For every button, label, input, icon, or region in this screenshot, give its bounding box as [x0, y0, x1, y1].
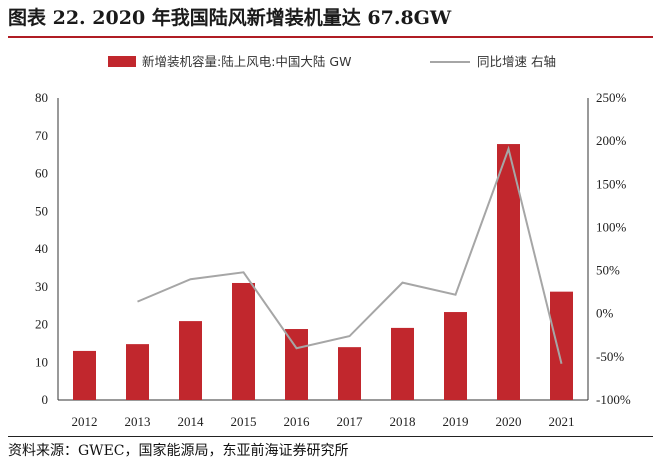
title-rule	[8, 36, 653, 38]
x-tick-label: 2012	[72, 414, 98, 429]
y-tick-label: 50	[35, 203, 48, 218]
bar	[73, 350, 96, 400]
y-tick-label: 80	[35, 90, 48, 105]
x-tick-label: 2015	[231, 414, 257, 429]
bar	[391, 327, 414, 400]
y2-tick-label: 0%	[596, 306, 614, 321]
y-tick-label: 0	[42, 392, 49, 407]
legend-label-line: 同比增速 右轴	[477, 54, 556, 69]
y-tick-label: 20	[35, 317, 48, 332]
x-tick-label: 2017	[337, 414, 364, 429]
source-rule	[8, 436, 653, 437]
figure-source: 资料来源：GWEC，国家能源局，东亚前海证券研究所	[8, 443, 349, 459]
legend: 新增装机容量:陆上风电:中国大陆 GW 同比增速 右轴	[108, 54, 556, 69]
bar	[285, 329, 308, 400]
x-tick-label: 2016	[284, 414, 311, 429]
bar	[232, 282, 255, 400]
x-tick-label: 2021	[549, 414, 575, 429]
bar	[338, 347, 361, 400]
bar	[550, 291, 573, 400]
x-tick-label: 2013	[125, 414, 151, 429]
y2-tick-label: 100%	[596, 219, 627, 234]
bar	[497, 144, 520, 400]
x-tick-label: 2020	[496, 414, 522, 429]
figure-title: 图表 22. 2020 年我国陆风新增装机量达 67.8GW	[8, 7, 452, 29]
y-tick-label: 30	[35, 279, 48, 294]
growth-line	[137, 145, 563, 364]
y2-tick-label: 250%	[596, 90, 627, 105]
y-tick-label: 70	[35, 128, 48, 143]
y2-tick-label: 150%	[596, 176, 627, 191]
x-tick-label: 2019	[443, 414, 469, 429]
bar	[179, 321, 202, 400]
bar	[444, 312, 467, 400]
bar	[126, 344, 149, 400]
growth-line-series	[137, 145, 563, 364]
legend-label-bar: 新增装机容量:陆上风电:中国大陆 GW	[142, 54, 351, 69]
legend-swatch-bar	[108, 56, 136, 67]
x-tick-label: 2018	[390, 414, 416, 429]
y-tick-label: 60	[35, 166, 48, 181]
x-tick-label: 2014	[178, 414, 205, 429]
tick-labels: 0 10 20 30 40 50 60 70 80 -100% -50% 0% 50% 100% 150% 2…	[35, 90, 631, 429]
y-tick-label: 10	[35, 354, 48, 369]
bar-series	[73, 144, 573, 400]
y2-tick-label: -100%	[596, 392, 631, 407]
y2-tick-label: 200%	[596, 133, 627, 148]
y-tick-label: 40	[35, 241, 48, 256]
y2-tick-label: 50%	[596, 263, 620, 278]
y2-tick-label: -50%	[596, 349, 624, 364]
